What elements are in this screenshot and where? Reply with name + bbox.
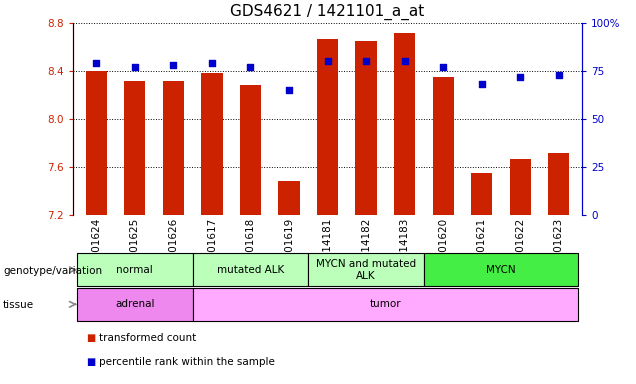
Point [169, 62, 179, 68]
Text: normal: normal [116, 265, 153, 275]
Bar [308, 253, 424, 286]
Bar [77, 288, 193, 321]
Point [207, 60, 217, 66]
Text: transformed count: transformed count [99, 333, 196, 343]
Point [515, 74, 525, 80]
Text: MYCN: MYCN [486, 265, 516, 275]
Bar [432, 77, 453, 215]
Bar [317, 39, 338, 215]
Bar [394, 33, 415, 215]
Bar [548, 152, 569, 215]
Bar [424, 253, 578, 286]
Bar [124, 81, 146, 215]
Text: adrenal: adrenal [115, 299, 155, 310]
Text: tissue: tissue [3, 300, 34, 310]
Point [245, 64, 256, 70]
Point [130, 64, 140, 70]
Point [91, 60, 101, 66]
Point [476, 81, 487, 88]
Bar [279, 181, 300, 215]
Bar [240, 86, 261, 215]
Text: tumor: tumor [370, 299, 401, 310]
Bar [509, 159, 531, 215]
Bar [356, 41, 377, 215]
Text: ■: ■ [86, 357, 95, 367]
Point [554, 72, 564, 78]
Bar [193, 288, 578, 321]
Point [322, 58, 333, 65]
Bar [163, 81, 184, 215]
Point [284, 87, 294, 93]
Text: percentile rank within the sample: percentile rank within the sample [99, 357, 275, 367]
Text: ■: ■ [86, 333, 95, 343]
Bar [202, 73, 223, 215]
Point [361, 58, 371, 65]
Text: genotype/variation: genotype/variation [3, 266, 102, 276]
Bar [193, 253, 308, 286]
Text: mutated ALK: mutated ALK [217, 265, 284, 275]
Bar [471, 173, 492, 215]
Bar [86, 71, 107, 215]
Bar [77, 253, 193, 286]
Point [438, 64, 448, 70]
Point [399, 58, 410, 65]
Title: GDS4621 / 1421101_a_at: GDS4621 / 1421101_a_at [230, 4, 425, 20]
Text: MYCN and mutated
ALK: MYCN and mutated ALK [316, 259, 416, 281]
